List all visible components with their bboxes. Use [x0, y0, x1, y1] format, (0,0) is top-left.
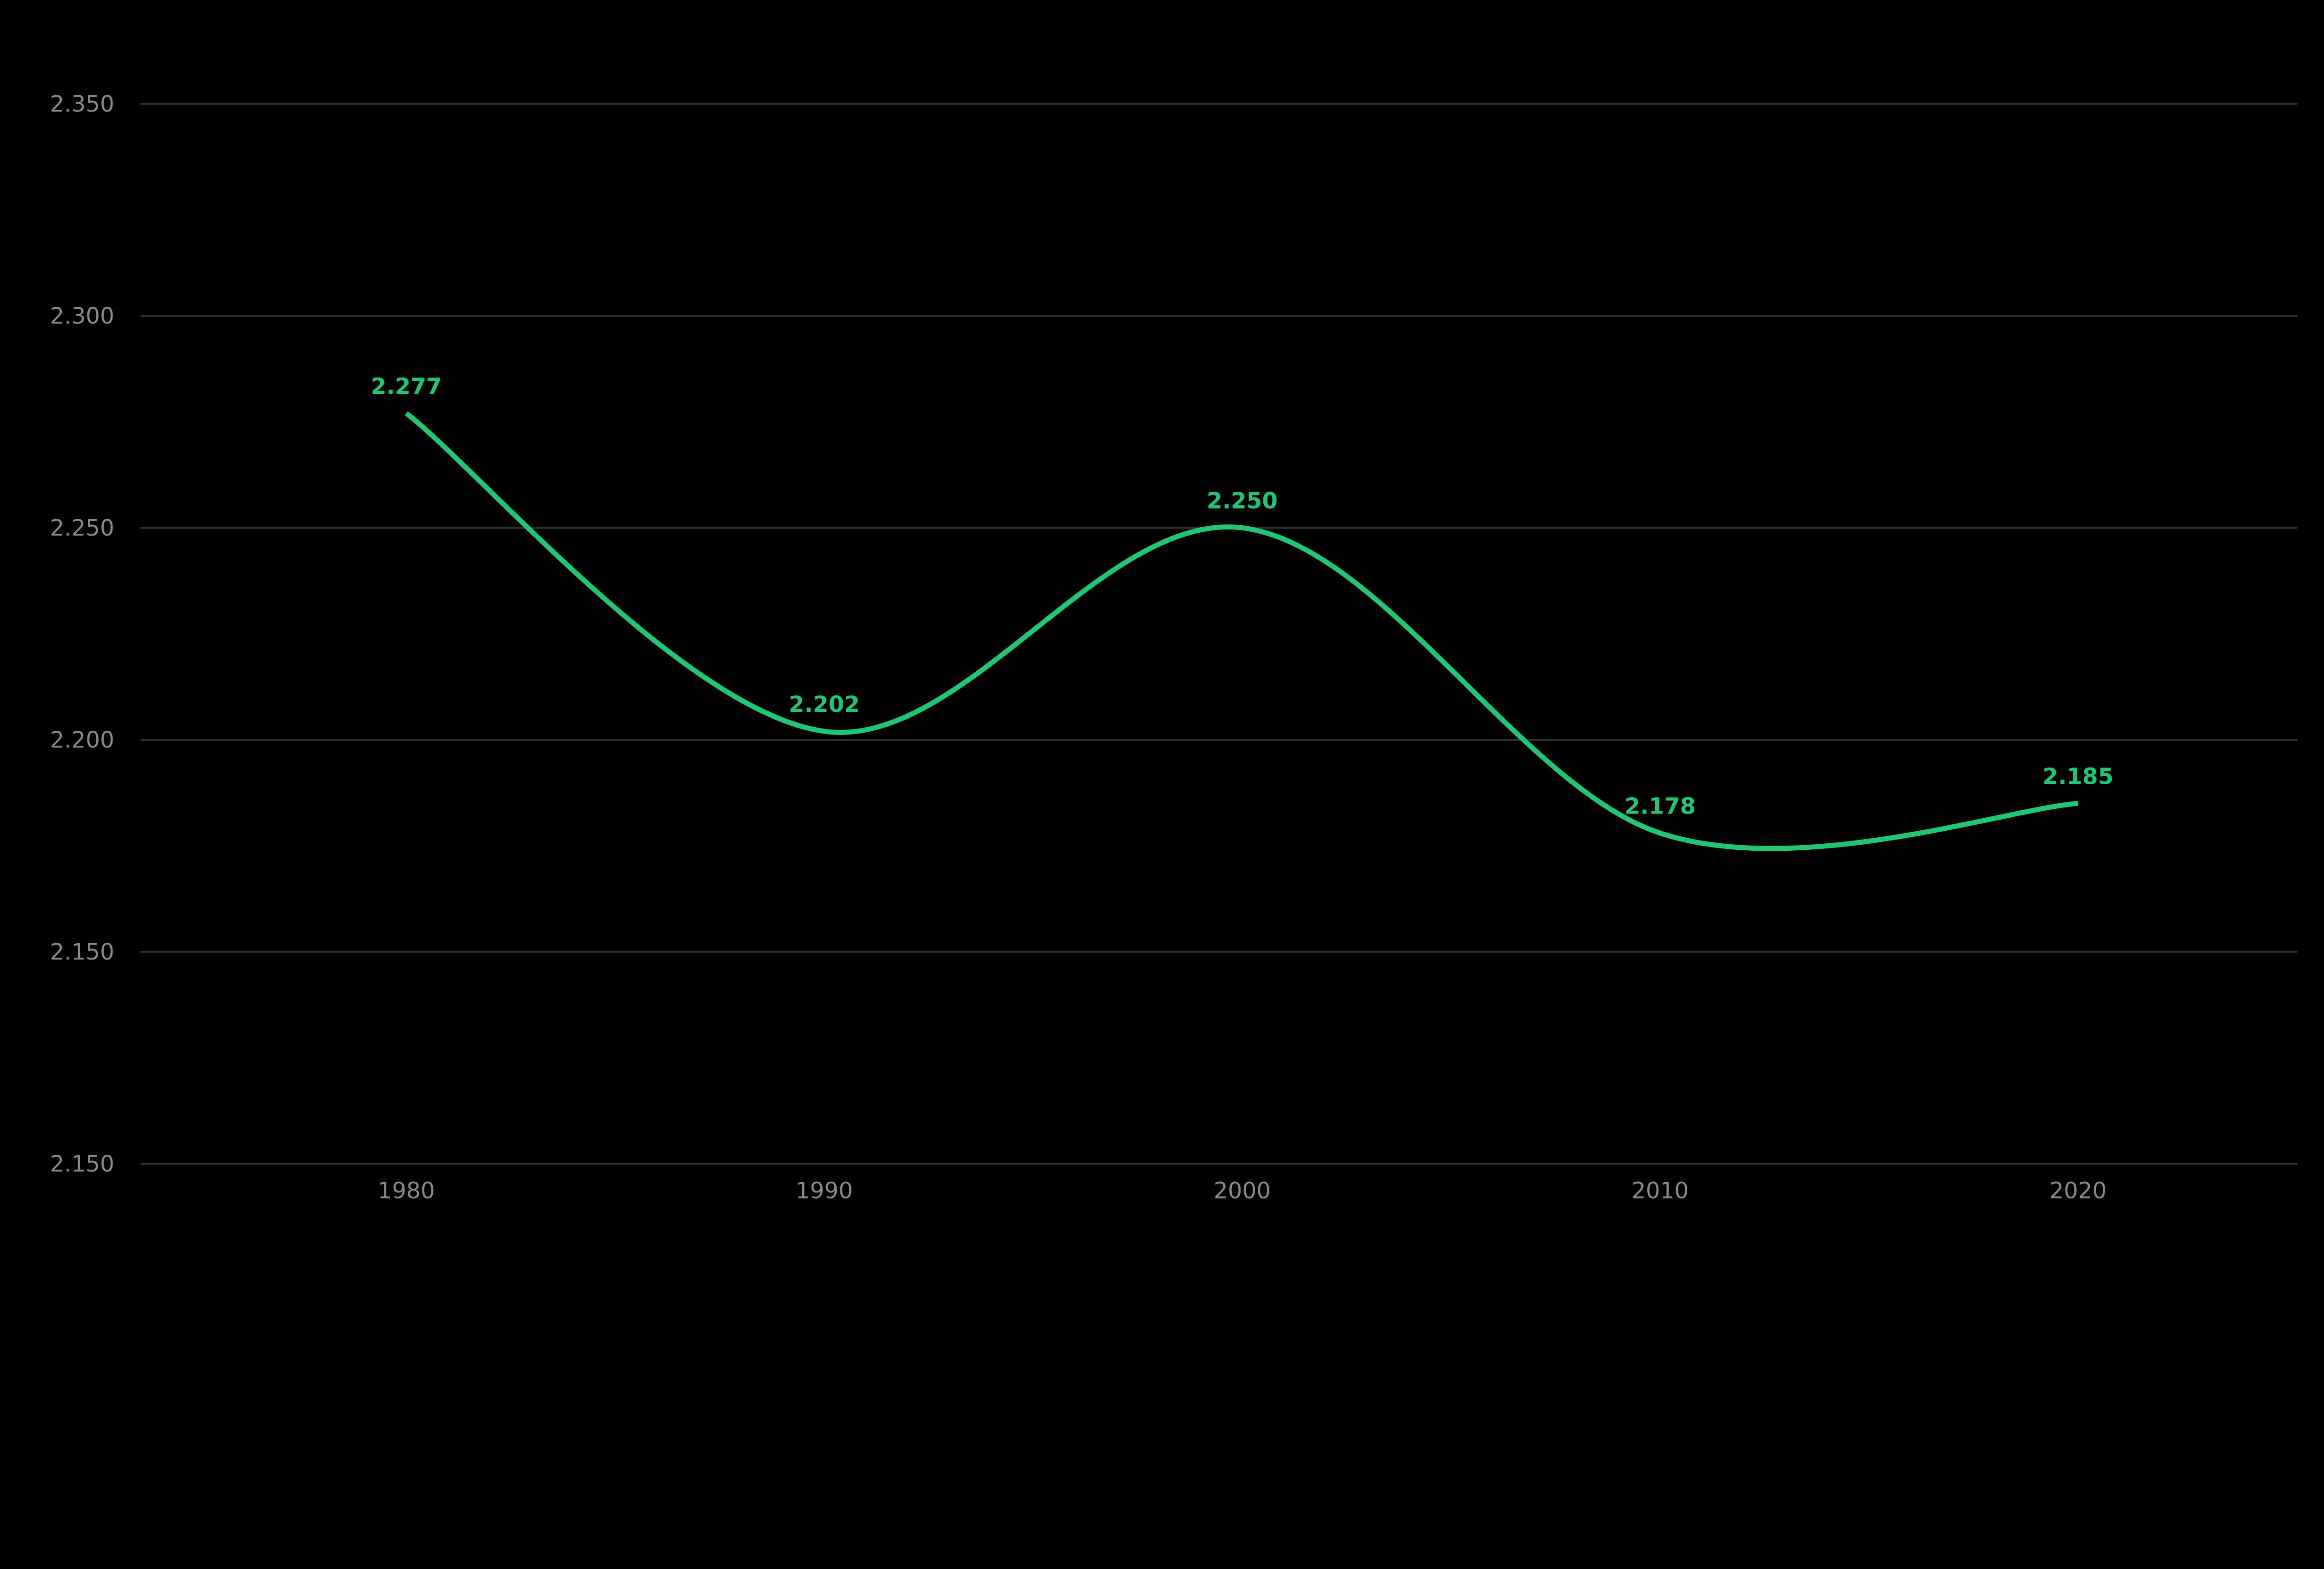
y-tick-label: 2.150 [50, 1151, 114, 1177]
y-tick-label: 2.150 [50, 939, 114, 965]
line-chart: 2.350 2.300 2.250 2.200 2.150 2.150 1980 1990 2… [50, 91, 2298, 1204]
data-label: 2.277 [371, 373, 442, 399]
y-tick-label: 2.350 [50, 91, 114, 117]
data-label: 2.185 [2042, 763, 2113, 789]
y-tick-label: 2.250 [50, 515, 114, 541]
data-label: 2.202 [789, 691, 860, 717]
x-tick-label: 1980 [378, 1178, 435, 1204]
y-axis-ticks: 2.350 2.300 2.250 2.200 2.150 2.150 [50, 91, 114, 1177]
x-tick-label: 2000 [1214, 1178, 1271, 1204]
y-tick-label: 2.200 [50, 727, 114, 753]
x-axis-ticks: 1980 1990 2000 2010 2020 [378, 1178, 2107, 1204]
x-tick-label: 2010 [1631, 1178, 1689, 1204]
series-line [404, 411, 2079, 851]
x-tick-label: 2020 [2049, 1178, 2106, 1204]
gridlines [140, 103, 2298, 1165]
data-labels: 2.277 2.202 2.250 2.178 2.185 [371, 373, 2114, 819]
x-tick-label: 1990 [796, 1178, 853, 1204]
data-label: 2.178 [1624, 793, 1696, 819]
y-tick-label: 2.300 [50, 303, 114, 329]
data-label: 2.250 [1207, 488, 1278, 514]
